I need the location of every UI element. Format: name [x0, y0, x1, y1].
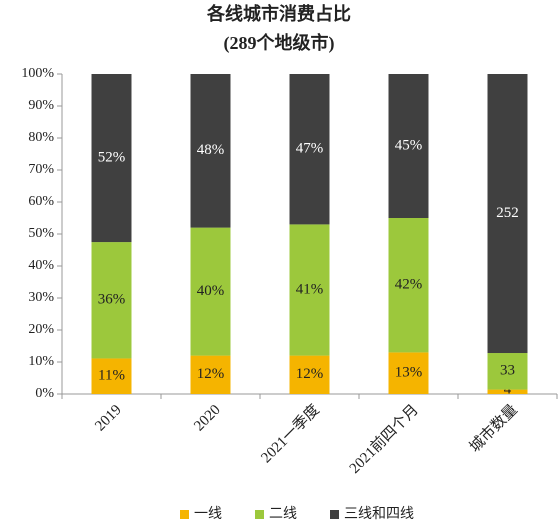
bar-segment: [289, 74, 330, 225]
legend-swatch: [255, 510, 264, 519]
legend-label: 二线: [269, 506, 297, 522]
bar-segment: [388, 218, 429, 353]
data-label: 252: [496, 205, 519, 221]
y-tick-label: 60%: [28, 194, 54, 209]
y-tick-label: 80%: [28, 130, 54, 145]
x-tick-label: 2020: [191, 402, 224, 435]
chart-subtitle: (289个地级市): [224, 32, 335, 54]
x-tick-label: 2021一季度: [258, 401, 323, 466]
data-label: 42%: [395, 277, 423, 293]
bar-segment: [91, 358, 132, 394]
y-tick-label: 70%: [28, 162, 54, 177]
y-tick-label: 10%: [28, 354, 54, 369]
legend-label: 一线: [194, 506, 222, 522]
y-tick-label: 50%: [28, 226, 54, 241]
data-label: 48%: [197, 142, 225, 158]
x-tick-label: 城市数量: [466, 401, 520, 455]
bar-segment: [487, 353, 528, 390]
data-label: 12%: [197, 366, 225, 382]
legend-swatch: [180, 510, 189, 519]
bar-segment: [190, 227, 231, 356]
data-label: 41%: [296, 281, 324, 297]
x-tick-label: 2021前四个月: [346, 401, 422, 477]
bar-segment: [289, 355, 330, 394]
y-tick-label: 30%: [28, 290, 54, 305]
data-label: 12%: [296, 366, 324, 382]
y-tick-label: 90%: [28, 98, 54, 113]
bar-segment: [91, 242, 132, 359]
legend-swatch: [330, 510, 339, 519]
chart-title: 各线城市消费占比: [206, 3, 351, 24]
y-tick-label: 0%: [35, 386, 54, 401]
y-tick-label: 40%: [28, 258, 54, 273]
bar-segment: [190, 74, 231, 228]
bar-segment: [91, 74, 132, 243]
data-label: 11%: [98, 368, 125, 384]
bar-segment: [289, 224, 330, 356]
bar-segment: [388, 352, 429, 394]
data-label: 40%: [197, 283, 225, 299]
data-label: 45%: [395, 137, 423, 153]
y-tick-label: 20%: [28, 322, 54, 337]
data-label: 52%: [98, 149, 126, 165]
data-label: 33: [500, 363, 515, 379]
data-label: 47%: [296, 141, 324, 157]
y-tick-label: 100%: [21, 66, 54, 81]
data-label: 13%: [395, 365, 423, 381]
bar-segment: [388, 74, 429, 218]
bar-segment: [190, 355, 231, 394]
bar-segment: [487, 74, 528, 354]
x-tick-label: 2019: [92, 402, 125, 435]
legend-label: 三线和四线: [344, 506, 414, 522]
data-label: 36%: [98, 292, 126, 308]
bar-segment: [487, 389, 528, 394]
